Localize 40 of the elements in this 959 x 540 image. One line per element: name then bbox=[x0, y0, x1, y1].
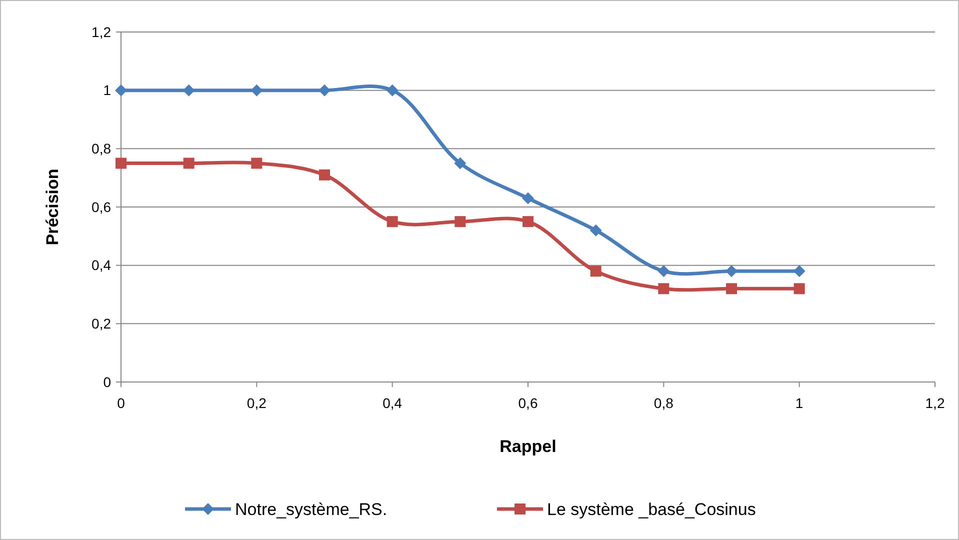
point bbox=[658, 283, 670, 294]
point bbox=[522, 192, 534, 204]
point bbox=[658, 265, 670, 278]
point bbox=[115, 84, 127, 96]
point bbox=[793, 265, 806, 278]
y-tick-label: 0,4 bbox=[92, 257, 112, 274]
legend-label: Notre_système_RS. bbox=[235, 500, 388, 519]
point bbox=[454, 157, 466, 170]
y-tick-label: 0 bbox=[103, 374, 112, 390]
y-tick-label: 0,6 bbox=[92, 198, 112, 215]
y-tick-label: 1 bbox=[103, 82, 112, 98]
y-axis-title: Précision bbox=[43, 168, 62, 246]
point bbox=[386, 216, 398, 228]
x-tick-label: 1 bbox=[795, 395, 804, 411]
x-axis-title: Rappel bbox=[500, 437, 556, 456]
point bbox=[250, 84, 263, 96]
legend-label: Le système _basé_Cosinus bbox=[547, 500, 756, 519]
point bbox=[590, 224, 602, 236]
point bbox=[318, 84, 330, 96]
point bbox=[183, 158, 194, 169]
point bbox=[454, 216, 466, 228]
point bbox=[319, 169, 330, 180]
point bbox=[386, 84, 398, 96]
x-tick-label: 0,2 bbox=[246, 395, 267, 411]
x-tick-label: 0,8 bbox=[654, 395, 674, 411]
point bbox=[590, 266, 602, 277]
y-tick-label: 0,8 bbox=[92, 140, 112, 157]
x-tick-label: 0 bbox=[117, 395, 126, 411]
y-tick-label: 1,2 bbox=[92, 24, 112, 40]
y-tick-label: 0,2 bbox=[92, 316, 112, 332]
point bbox=[794, 283, 805, 294]
x-tick-label: 0,6 bbox=[518, 395, 538, 411]
point bbox=[726, 283, 737, 294]
x-tick-label: 0,4 bbox=[382, 395, 402, 411]
point bbox=[726, 265, 738, 278]
point bbox=[522, 216, 534, 228]
point bbox=[182, 84, 195, 96]
point bbox=[116, 158, 126, 169]
point bbox=[251, 158, 262, 169]
x-tick-label: 1,2 bbox=[925, 395, 945, 411]
